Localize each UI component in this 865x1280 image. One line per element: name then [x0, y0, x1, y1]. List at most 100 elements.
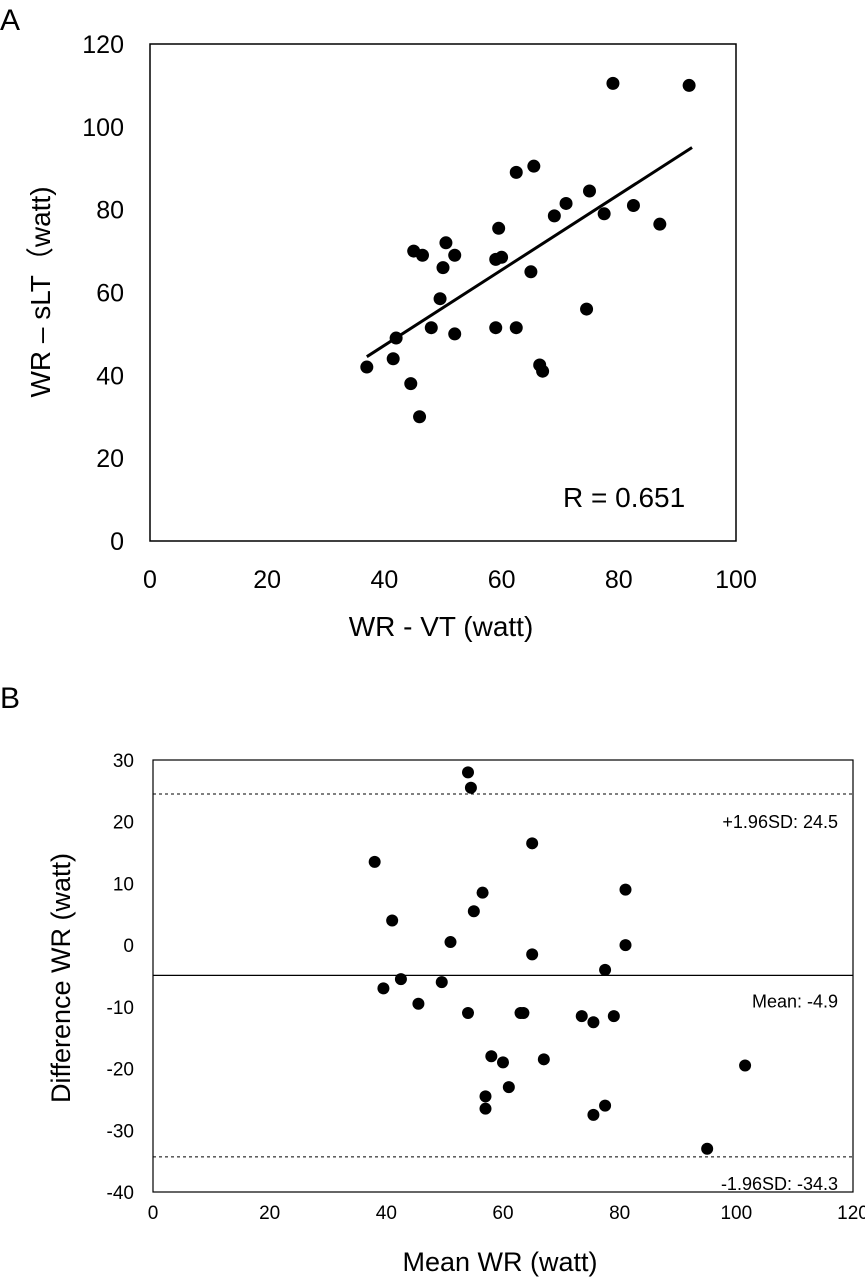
panel-b-data-point	[394, 973, 407, 986]
panel-b-data-point	[479, 1090, 492, 1103]
panel-a-data-point	[547, 209, 561, 223]
panel-b-mean-label: Mean: -4.9	[752, 991, 838, 1011]
panel-a-data-point	[489, 321, 503, 335]
panel-a-data-point	[433, 292, 447, 306]
panel-b-x-tick-label: 20	[259, 1203, 280, 1224]
panel-a-data-point	[495, 250, 509, 264]
panel-b-y-tick-label: -40	[107, 1183, 134, 1204]
panel-b-data-point	[619, 939, 632, 952]
panel-b-data-point	[599, 963, 612, 976]
panel-a-y-tick-label: 0	[110, 528, 124, 556]
panel-b-y-tick-label: -10	[107, 998, 134, 1019]
panel-b-data-point	[587, 1016, 600, 1029]
panel-b-data-point	[412, 997, 425, 1010]
panel-b-label: B	[0, 682, 20, 715]
panel-a-data-point	[606, 76, 620, 90]
panel-b-y-tick-label: 0	[123, 936, 134, 957]
panel-a-data-point	[492, 221, 506, 235]
panel-a-y-tick-label: 120	[82, 31, 124, 59]
panel-a-x-tick-label: 100	[715, 566, 757, 594]
panel-a-data-point	[509, 165, 523, 179]
panel-b-data-point	[444, 936, 457, 949]
panel-a-data-point	[682, 78, 696, 92]
panel-b-data-point	[462, 766, 474, 779]
panel-a-data-point	[509, 321, 523, 335]
panel-b-data-point	[386, 914, 399, 927]
panel-a-x-tick-label: 0	[143, 566, 157, 594]
panel-b-data-point	[701, 1142, 714, 1155]
panel-a-y-axis-label: WR – sLT（watt)	[25, 186, 56, 397]
panel-b-lower-limit-label: -1.96SD: -34.3	[721, 1174, 838, 1194]
panel-a: A 0 20 40 60 80 100 120 0 20 40 60 80 100 R = 0.651…	[0, 4, 757, 642]
panel-a-data-point	[653, 217, 667, 231]
panel-b-x-tick-label: 40	[376, 1203, 397, 1224]
panel-a-x-tick-label: 40	[370, 566, 398, 594]
panel-a-x-tick-label: 60	[488, 566, 516, 594]
panel-b-y-tick-label: 10	[113, 874, 134, 895]
panel-b-data-point	[537, 1053, 550, 1066]
panel-b-data-point	[479, 1102, 492, 1115]
panel-b-y-tick-label: 20	[113, 813, 134, 834]
panel-a-y-tick-label: 40	[96, 362, 124, 390]
panel-b-data-point	[619, 883, 632, 896]
panel-b-data-point	[377, 982, 390, 995]
panel-a-data-point	[404, 377, 418, 391]
panel-a-data-point	[524, 265, 538, 279]
panel-a-x-ticks: 0 20 40 60 80 100	[143, 566, 757, 594]
panel-a-data-point	[439, 236, 453, 250]
panel-b-x-tick-label: 80	[609, 1203, 630, 1224]
panel-b-data-point	[464, 781, 477, 794]
panel-b-data-point	[476, 886, 489, 899]
panel-b-data-point	[467, 905, 480, 918]
panel-a-data-point	[580, 302, 594, 316]
panel-a-y-tick-label: 100	[82, 114, 124, 142]
panel-b-x-tick-label: 0	[148, 1203, 159, 1224]
panel-a-data-point	[436, 261, 450, 275]
panel-a-data-point	[424, 321, 438, 335]
panel-b-data-point	[497, 1056, 509, 1069]
panel-b-x-tick-label: 60	[492, 1203, 513, 1224]
panel-b-data-point	[739, 1059, 752, 1072]
panel-b-data-point	[502, 1081, 515, 1094]
panel-a-plot-frame	[149, 43, 737, 542]
panel-a-data-point	[583, 184, 596, 198]
panel-a-data-point	[415, 248, 429, 262]
panel-b-data-point	[575, 1010, 588, 1023]
panel-a-data-point	[386, 352, 400, 366]
panel-a-data-point	[360, 360, 374, 374]
panel-a-x-axis-label: WR - VT (watt)	[349, 611, 534, 642]
panel-b-x-tick-label: 120	[837, 1203, 865, 1224]
panel-a-y-tick-label: 20	[96, 445, 124, 473]
panel-a-data-point	[536, 364, 550, 378]
panel-b-upper-limit-label: +1.96SD: 24.5	[722, 812, 838, 832]
panel-b-data-point	[368, 855, 381, 868]
panel-b-data-point	[526, 948, 539, 961]
panel-b-data-point	[607, 1010, 620, 1023]
panel-a-x-tick-label: 80	[605, 566, 633, 594]
panel-a-y-ticks: 0 20 40 60 80 100 120	[82, 31, 124, 556]
panel-b-y-ticks: 30 20 10 0 -10 -20 -30 -40	[107, 751, 134, 1204]
panel-b-y-tick-label: -20	[107, 1060, 134, 1081]
panel-b-data-point	[526, 837, 539, 850]
panel-a-x-tick-label: 20	[253, 566, 281, 594]
panel-b-y-tick-label: -30	[107, 1121, 134, 1142]
panel-a-y-tick-label: 60	[96, 280, 124, 308]
panel-b-x-axis-label: Mean WR (watt)	[402, 1247, 597, 1277]
panel-b-plot-frame	[152, 759, 854, 1193]
panel-a-data-point	[448, 248, 462, 262]
panel-b-data-point	[462, 1007, 474, 1020]
panel-a-data-point	[389, 331, 403, 345]
panel-a-y-tick-label: 80	[96, 197, 124, 225]
panel-b-data-point	[599, 1099, 612, 1112]
panel-b-x-ticks: 0 20 40 60 80 100 120	[148, 1203, 865, 1224]
panel-b-data-point	[587, 1108, 600, 1121]
panel-b-y-tick-label: 30	[113, 751, 134, 772]
panel-b-y-axis-label: Difference WR (watt)	[46, 853, 76, 1103]
panel-b-data-point	[435, 976, 448, 989]
panel-a-data-point	[448, 327, 462, 341]
panel-a-points	[360, 76, 696, 424]
panel-a-trendline	[366, 146, 693, 358]
panel-b-data-point	[517, 1007, 530, 1020]
